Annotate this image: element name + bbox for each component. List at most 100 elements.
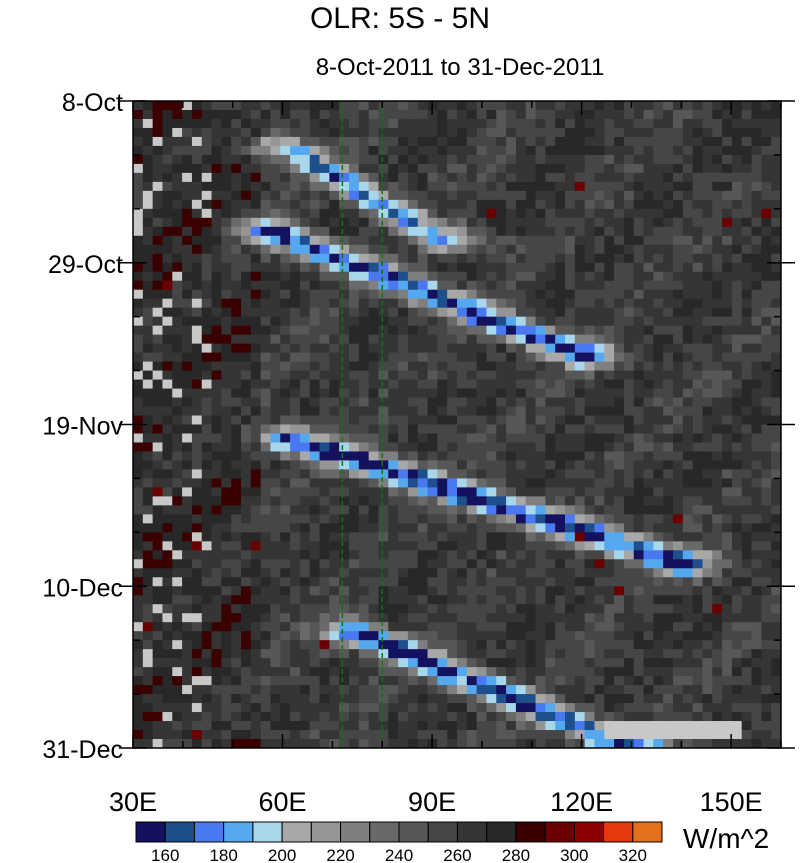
heat-cell — [515, 442, 527, 453]
heat-cell — [633, 577, 645, 587]
heat-cell — [349, 631, 360, 641]
heat-cell — [211, 613, 222, 623]
heat-cell — [427, 478, 438, 489]
heat-cell — [604, 451, 615, 462]
heat-cell — [761, 541, 772, 551]
heat-cell — [466, 721, 478, 731]
heat-cell — [152, 676, 164, 686]
heat-cell — [280, 226, 291, 237]
heat-cell — [594, 451, 605, 462]
heat-cell — [378, 523, 389, 533]
heat-cell — [162, 730, 173, 740]
heat-cell — [574, 181, 586, 192]
heat-cell — [574, 631, 586, 641]
heat-cell — [525, 649, 537, 659]
heat-cell — [319, 280, 330, 291]
heat-cell — [545, 199, 556, 210]
heat-cell — [525, 469, 537, 480]
heat-cell — [407, 136, 419, 147]
heat-cell — [388, 721, 399, 731]
heat-cell — [741, 172, 753, 183]
heat-cell — [653, 613, 664, 623]
heat-cell — [486, 739, 497, 748]
heat-cell — [466, 676, 478, 686]
heat-cell — [290, 208, 301, 219]
heat-cell — [663, 613, 674, 623]
heat-cell — [741, 658, 753, 668]
heat-cell — [604, 658, 615, 668]
heat-cell — [663, 703, 674, 713]
heat-cell — [358, 595, 370, 605]
heat-cell — [643, 334, 654, 345]
heat-cell — [388, 586, 399, 596]
heat-cell — [712, 532, 723, 542]
heat-cell — [751, 478, 762, 489]
heat-cell — [231, 568, 242, 578]
heat-cell — [702, 523, 713, 533]
heat-cell — [162, 640, 173, 650]
heat-cell — [211, 118, 222, 129]
heat-cell — [388, 361, 399, 372]
heat-cell — [486, 415, 497, 426]
heat-cell — [211, 730, 222, 740]
heat-cell — [152, 622, 164, 632]
heat-cell — [614, 442, 625, 453]
heat-cell — [152, 190, 164, 201]
heat-cell — [466, 505, 478, 515]
heat-cell — [309, 208, 321, 219]
heat-cell — [574, 433, 586, 444]
heat-cell — [565, 469, 576, 480]
heat-cell — [535, 712, 546, 722]
heat-cell — [388, 550, 399, 560]
heat-cell — [594, 109, 605, 120]
heat-cell — [211, 181, 222, 192]
heat-cell — [270, 343, 281, 354]
heat-cell — [604, 739, 615, 748]
heat-cell — [506, 199, 517, 210]
heat-cell — [731, 685, 743, 695]
heat-cell — [133, 460, 144, 471]
heat-cell — [457, 532, 468, 542]
heat-cell — [290, 730, 301, 740]
heat-cell — [535, 109, 546, 120]
heat-cell — [712, 397, 723, 408]
heat-cell — [339, 415, 350, 426]
heat-cell — [378, 559, 389, 569]
heat-cell — [771, 550, 781, 560]
heat-cell — [692, 424, 704, 435]
heat-cell — [712, 721, 723, 731]
heat-cell — [290, 433, 301, 444]
heat-cell — [623, 658, 635, 668]
heat-cell — [771, 568, 781, 578]
heat-cell — [241, 712, 252, 722]
heat-cell — [623, 550, 635, 560]
heat-cell — [201, 271, 213, 282]
heat-cell — [241, 523, 252, 533]
heat-cell — [447, 172, 458, 183]
heat-cell — [673, 712, 684, 722]
heat-cell — [319, 289, 330, 300]
heat-cell — [565, 199, 576, 210]
heat-cell — [751, 667, 762, 677]
heat-cell — [663, 532, 674, 542]
heat-cell — [260, 298, 272, 309]
heat-cell — [191, 388, 203, 399]
heat-cell — [741, 559, 753, 569]
heat-cell — [319, 109, 330, 120]
heat-cell — [761, 271, 772, 282]
heat-cell — [673, 694, 684, 704]
heat-cell — [682, 370, 694, 381]
heat-cell — [643, 379, 654, 390]
heat-cell — [741, 577, 753, 587]
heat-cell — [319, 190, 330, 201]
heat-cell — [260, 667, 272, 677]
heat-cell — [309, 101, 321, 111]
heat-cell — [349, 658, 360, 668]
heat-cell — [633, 226, 645, 237]
heat-cell — [476, 406, 488, 417]
heat-cell — [663, 649, 674, 659]
heat-cell — [476, 442, 488, 453]
heat-cell — [731, 154, 743, 165]
heat-cell — [358, 568, 370, 578]
heat-cell — [673, 667, 684, 677]
